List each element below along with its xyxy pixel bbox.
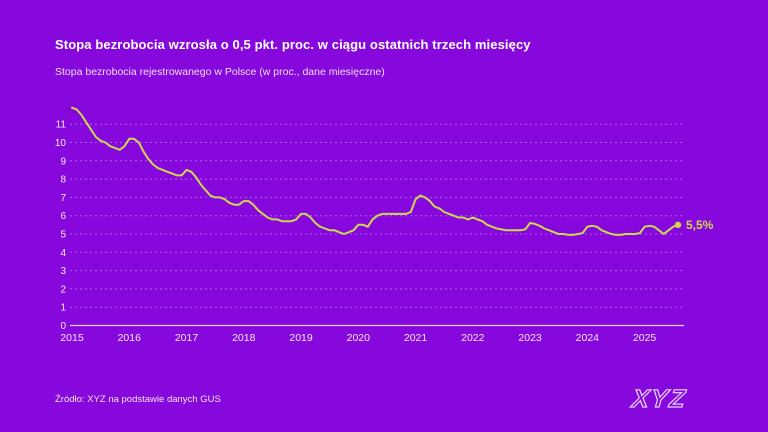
y-axis-tick-label: 2: [60, 284, 66, 295]
y-axis-tick-label: 4: [60, 248, 66, 259]
x-axis-tick-label: 2025: [633, 332, 657, 344]
x-axis-tick-label: 2022: [461, 332, 485, 344]
xyz-logo-text: XYZ: [629, 385, 689, 413]
y-axis-tick-label: 6: [60, 211, 66, 222]
chart-subtitle: Stopa bezrobocia rejestrowanego w Polsce…: [55, 66, 385, 78]
x-axis-tick-label: 2017: [175, 332, 199, 344]
x-axis-tick-label: 2024: [576, 332, 600, 344]
x-axis-tick-label: 2020: [347, 332, 371, 344]
x-axis-tick-label: 2016: [118, 332, 142, 344]
source-note: Źródło: XYZ na podstawie danych GUS: [55, 394, 221, 405]
y-axis-tick-label: 0: [60, 321, 66, 332]
y-axis-tick-label: 9: [60, 156, 66, 167]
x-axis-tick-label: 2023: [518, 332, 542, 344]
y-axis-tick-label: 8: [60, 175, 66, 186]
x-axis-tick-label: 2015: [60, 332, 84, 344]
y-axis-tick-label: 10: [55, 138, 67, 149]
last-value-label: 5,5%: [686, 218, 714, 232]
y-axis-tick-label: 7: [60, 193, 66, 204]
last-point-dot: [674, 221, 682, 229]
x-axis-tick-label: 2018: [232, 332, 256, 344]
unemployment-rate-line: [71, 106, 679, 236]
chart-title: Stopa bezrobocia wzrosła o 0,5 pkt. proc…: [55, 37, 531, 52]
y-axis-tick-label: 5: [60, 230, 66, 241]
y-axis-tick-label: 1: [60, 303, 66, 314]
xyz-logo: XYZ: [628, 384, 689, 413]
x-axis-tick-label: 2021: [404, 332, 428, 344]
x-axis-tick-label: 2019: [289, 332, 313, 344]
y-axis-tick-label: 11: [56, 120, 67, 131]
y-axis-tick-label: 3: [60, 266, 66, 277]
